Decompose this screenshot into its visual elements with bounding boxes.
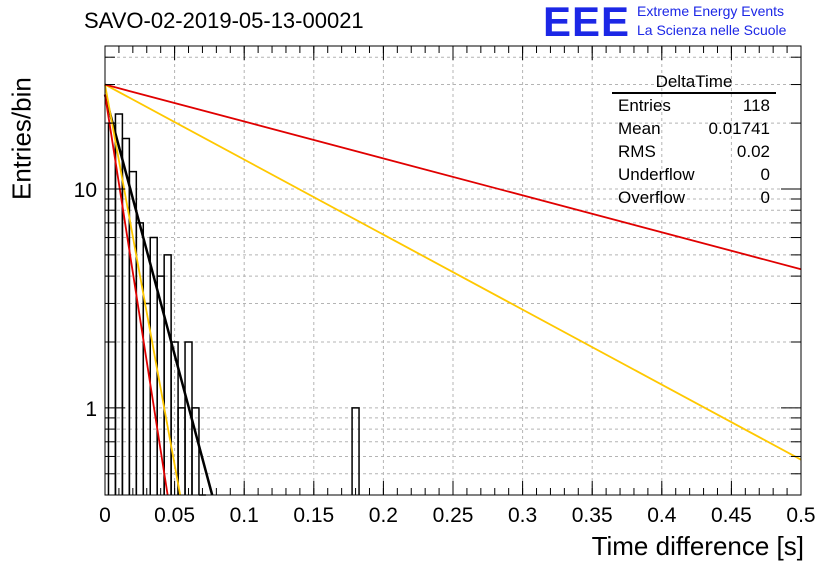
stats-box-title: DeltaTime [612,72,776,94]
x-tick-label: 0.45 [711,504,752,527]
x-tick-label: 0.25 [433,504,474,527]
stats-value: 0.01741 [708,119,770,138]
stats-row: Underflow 0 [612,163,776,186]
fit-line [104,84,182,496]
x-tick-label: 0.2 [369,504,398,527]
stats-label: Mean [618,119,661,138]
chart-title: SAVO-02-2019-05-13-00021 [84,8,364,33]
x-tick-label: 0.3 [508,504,537,527]
logo-subtitle-2: La Scienza nelle Scuole [637,22,787,38]
x-tick-label: 0.15 [293,504,334,527]
x-tick-label: 0 [99,504,111,527]
axes: 0 0.05 0.1 0.15 0.2 0.25 0.3 0.35 0.4 0.45 0.5 1 10 [74,46,816,527]
stats-value: 118 [742,96,770,115]
x-tick-label: 0.5 [786,504,815,527]
stats-label: Entries [618,96,671,115]
x-tick-label: 0.1 [230,504,259,527]
histogram-bin [142,302,151,495]
stats-row: Entries 118 [612,94,776,117]
stats-label: RMS [618,142,656,161]
stats-row: Overflow 0 [612,186,776,209]
stats-row: Mean 0.01741 [612,117,776,140]
stats-row: RMS 0.02 [612,140,776,163]
histogram-bin [351,407,360,495]
stats-value: 0 [760,165,770,184]
histogram-bin [163,254,172,495]
y-axis-label: Entries/bin [6,77,37,200]
y-tick-label: 1 [85,398,97,421]
fit-line [104,83,802,271]
grid [105,46,801,496]
eee-logo: EEE [543,0,631,45]
stats-value: 0.02 [736,142,770,161]
logo-subtitle-1: Extreme Energy Events [637,3,785,19]
y-tick-label: 10 [74,179,97,202]
stats-value: 0 [760,188,770,207]
fit-line [104,94,169,496]
stats-box: DeltaTime Entries 118 Mean 0.01741 RMS 0… [612,72,776,209]
fit-lines [103,83,802,496]
stats-label: Underflow [618,165,695,184]
fit-line [104,83,802,461]
x-tick-label: 0.05 [154,504,195,527]
x-tick-label: 0.4 [647,504,677,527]
histogram-bin [107,122,117,495]
x-tick-label: 0.35 [572,504,613,527]
histogram-bin [191,407,200,495]
fit-line [103,94,214,496]
stats-label: Overflow [618,188,686,207]
x-axis-label: Time difference [s] [591,531,804,561]
histogram-bin [177,407,186,495]
